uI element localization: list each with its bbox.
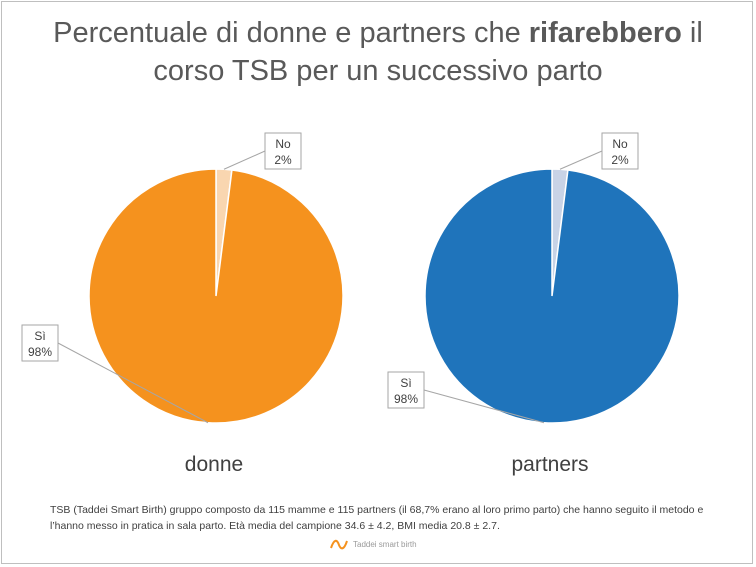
pie-partners [424, 168, 680, 424]
pie-charts-area: No 2% Sì 98% No 2% Sì 98% [21, 132, 680, 424]
label-box [264, 132, 302, 170]
label-percent: 98% [394, 392, 418, 406]
label-category: Sì [400, 376, 411, 390]
footnote: TSB (Taddei Smart Birth) gruppo composto… [50, 504, 704, 532]
leader-line [57, 342, 209, 424]
label-box [387, 371, 425, 409]
pie-slice-si [424, 168, 680, 424]
label-percent: 98% [28, 345, 52, 359]
title-line2: corso TSB per un successivo parto [153, 55, 603, 87]
data-label-si: Sì 98% [387, 371, 545, 424]
data-label-si: Sì 98% [21, 324, 209, 424]
pie-donne [88, 168, 344, 424]
title-part1: Percentuale di donne e partners che [53, 17, 529, 49]
pie-caption-partners: partners [511, 453, 589, 476]
label-percent: 2% [611, 153, 629, 167]
title-part2: il [681, 17, 703, 49]
label-category: No [275, 137, 291, 151]
label-percent: 2% [274, 153, 292, 167]
label-category: No [612, 137, 628, 151]
pie-caption-donne: donne [184, 453, 244, 476]
leader-line [559, 150, 603, 170]
brand-logo: Taddei smart birth [330, 537, 417, 551]
logo-wave-icon [330, 539, 348, 550]
logo-text: Taddei smart birth [353, 539, 417, 549]
leader-line [223, 150, 266, 170]
page-title: Percentuale di donne e partners che rifa… [0, 14, 756, 90]
title-bold: rifarebbero [528, 17, 682, 49]
data-label-no: No 2% [223, 132, 302, 170]
pie-slice-si [88, 168, 344, 424]
label-category: Sì [34, 329, 45, 343]
leader-line [423, 389, 545, 424]
label-box [601, 132, 639, 170]
data-label-no: No 2% [559, 132, 639, 170]
label-box [21, 324, 59, 362]
